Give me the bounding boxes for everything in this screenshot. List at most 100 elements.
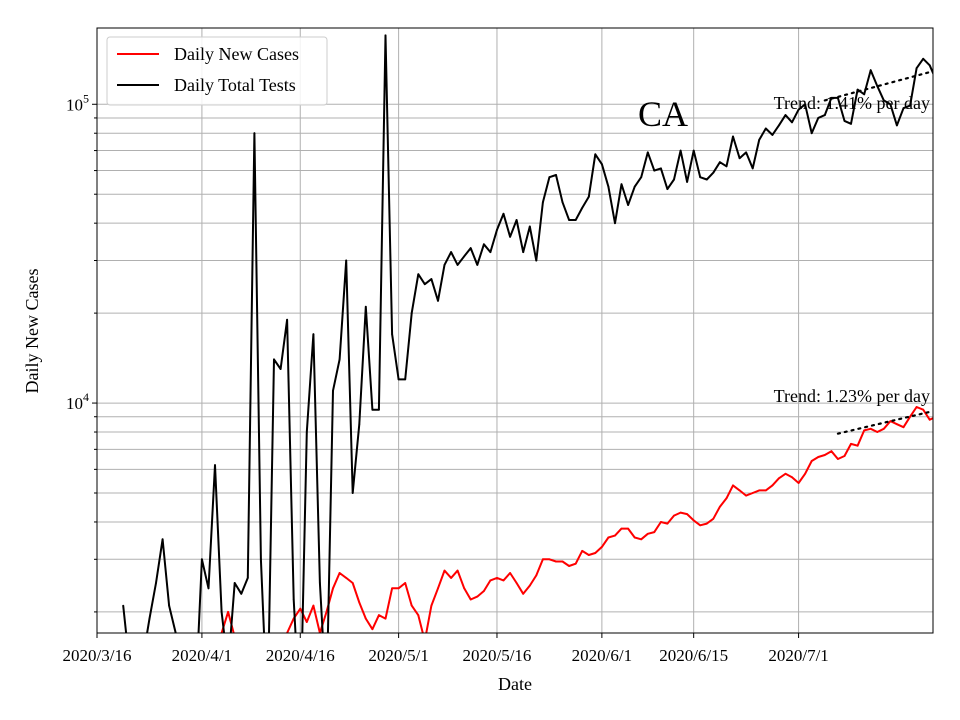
- data-point: [456, 264, 459, 266]
- data-point: [476, 595, 479, 598]
- series-layer: [122, 34, 937, 717]
- data-point: [260, 683, 262, 685]
- data-point: [404, 582, 407, 584]
- data-point: [234, 636, 236, 638]
- data-point: [909, 104, 911, 107]
- data-point: [548, 176, 551, 179]
- data-point: [555, 560, 557, 563]
- data-point: [666, 188, 669, 191]
- data-point: [267, 667, 269, 669]
- data-point: [587, 554, 590, 556]
- data-point: [351, 492, 354, 494]
- data-point: [568, 219, 570, 221]
- data-point: [358, 423, 361, 426]
- y-tick-base: 10: [66, 394, 83, 413]
- data-point: [869, 427, 872, 430]
- data-point: [345, 577, 348, 579]
- data-point: [188, 677, 190, 679]
- data-point: [273, 358, 275, 361]
- trend-line: [823, 70, 933, 102]
- data-point: [810, 132, 813, 135]
- data-point: [312, 604, 315, 607]
- data-point: [646, 532, 649, 535]
- data-point: [902, 426, 905, 429]
- y-gridlines: [97, 103, 933, 613]
- data-point: [378, 408, 380, 411]
- data-point: [771, 484, 774, 487]
- data-point: [254, 689, 256, 691]
- data-point: [732, 135, 734, 138]
- data-point: [673, 514, 675, 517]
- y-tick-base: 10: [66, 95, 83, 114]
- data-point: [889, 103, 892, 106]
- data-point: [397, 587, 400, 590]
- data-point: [561, 560, 564, 563]
- data-point: [548, 558, 551, 561]
- data-point: [882, 427, 885, 430]
- data-point: [168, 604, 171, 607]
- data-point: [135, 715, 137, 717]
- data-point: [915, 67, 918, 70]
- data-point: [797, 108, 800, 111]
- data-point: [614, 534, 616, 537]
- data-point: [660, 167, 662, 170]
- data-point: [804, 472, 806, 475]
- plot-frame: [96, 27, 934, 634]
- data-point: [253, 132, 256, 135]
- x-tick-label: 2020/6/1: [572, 646, 632, 665]
- x-axis-ticks: 2020/3/16 2020/4/1 2020/4/16 2020/5/1 2020/5…: [63, 633, 829, 665]
- data-point: [489, 579, 492, 582]
- data-point: [646, 151, 649, 154]
- data-point: [751, 492, 754, 494]
- data-point: [489, 251, 492, 254]
- data-point: [823, 114, 826, 116]
- data-point: [653, 169, 656, 172]
- data-point: [764, 127, 767, 130]
- data-point: [791, 121, 793, 124]
- data-point: [338, 572, 341, 574]
- data-point: [699, 176, 702, 179]
- data-point: [732, 484, 734, 487]
- data-point: [758, 139, 761, 141]
- data-point: [391, 587, 393, 590]
- data-point: [896, 124, 898, 127]
- data-point: [319, 582, 321, 584]
- legend-label-daily-total-tests: Daily Total Tests: [174, 75, 296, 95]
- x-tick-label: 2020/4/16: [266, 646, 335, 665]
- data-point: [240, 715, 242, 717]
- data-point: [601, 546, 603, 548]
- data-point: [155, 582, 157, 584]
- data-point: [305, 621, 308, 623]
- data-point: [528, 584, 531, 587]
- data-point: [620, 183, 623, 186]
- data-point: [935, 416, 937, 418]
- data-point: [528, 225, 531, 228]
- trend-layer: [823, 70, 933, 435]
- data-point: [686, 181, 688, 183]
- data-point: [640, 176, 643, 179]
- series-daily-new-cases: [220, 406, 937, 717]
- series-daily-total-tests: [122, 34, 933, 717]
- data-point: [496, 228, 498, 231]
- trend-line: [836, 409, 933, 435]
- data-point: [325, 611, 328, 613]
- data-point: [469, 598, 472, 601]
- data-point: [778, 477, 780, 480]
- data-point: [679, 149, 682, 152]
- data-point: [719, 161, 721, 164]
- legend-label-daily-new-cases: Daily New Cases: [174, 44, 299, 64]
- data-point: [195, 701, 197, 703]
- data-point: [614, 222, 616, 225]
- data-point: [326, 701, 328, 703]
- series-line-daily-total-tests: [122, 34, 933, 633]
- data-point: [902, 107, 905, 110]
- data-point: [738, 157, 741, 160]
- data-point: [863, 429, 866, 432]
- data-point: [280, 640, 282, 642]
- data-point: [784, 472, 787, 475]
- data-point: [784, 114, 787, 116]
- data-point: [574, 562, 577, 565]
- data-point: [692, 149, 695, 152]
- data-point: [424, 640, 426, 642]
- data-point: [869, 69, 872, 72]
